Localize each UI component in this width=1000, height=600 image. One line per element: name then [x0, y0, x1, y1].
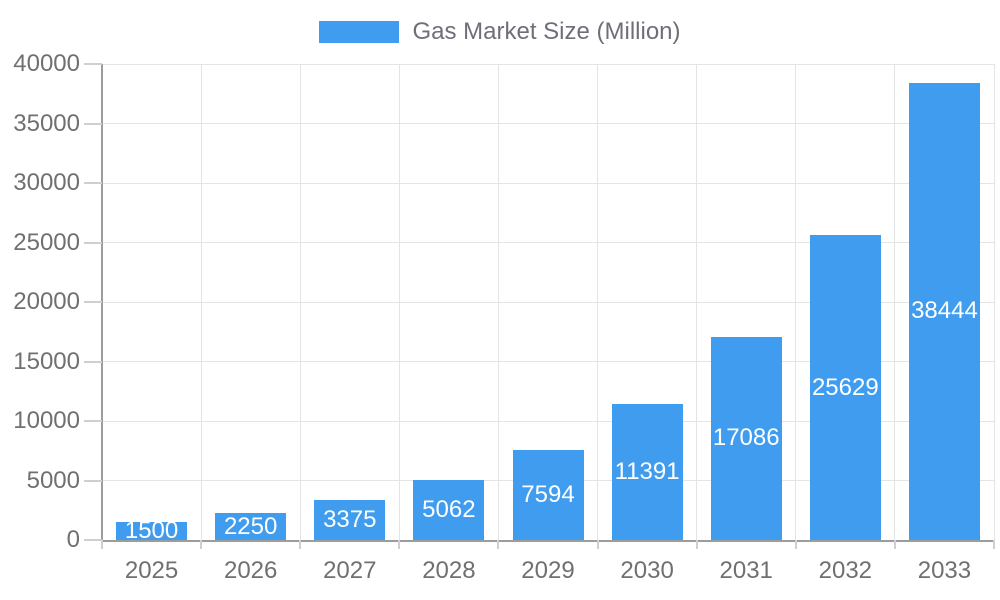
- y-axis-tick: [84, 63, 102, 65]
- x-axis-tick: [299, 540, 302, 549]
- x-gridline: [497, 64, 499, 540]
- x-axis-tick: [893, 540, 896, 549]
- bar-2025[interactable]: 1500: [116, 517, 188, 544]
- legend-marker: [319, 21, 400, 43]
- bar-2033[interactable]: 38444: [908, 82, 980, 540]
- x-axis-label: 2029: [521, 557, 575, 584]
- bar-2030[interactable]: 11391: [611, 404, 683, 540]
- y-axis-tick: [84, 479, 102, 482]
- x-axis-label: 2031: [719, 557, 773, 584]
- x-axis-tick: [398, 540, 401, 549]
- x-axis-tick: [993, 540, 995, 549]
- y-axis-label: 5000: [26, 466, 80, 494]
- x-gridline: [894, 64, 896, 540]
- y-axis-tick: [84, 360, 102, 363]
- y-axis-label: 40000: [13, 50, 80, 77]
- y-axis-tick: [84, 241, 102, 244]
- bar-value-label: 38444: [911, 297, 978, 325]
- x-gridline: [299, 64, 301, 540]
- bar-value-label: 17086: [712, 424, 780, 452]
- x-gridline: [200, 64, 202, 540]
- x-axis-label: 2032: [818, 557, 873, 584]
- bar-2029[interactable]: 7594: [512, 449, 584, 540]
- plot-area: 1500 2250 3375 5062 7594 11391 17086 25629 38444: [102, 63, 995, 544]
- y-gridline: [102, 182, 994, 184]
- y-gridline: [102, 63, 994, 65]
- y-axis-label: 20000: [13, 288, 80, 315]
- x-gridline: [398, 64, 400, 540]
- bar-value-label: 5062: [422, 495, 476, 523]
- bar-2026[interactable]: 2250: [215, 512, 287, 540]
- x-axis-line: [101, 540, 994, 542]
- x-gridline: [795, 64, 797, 540]
- legend-item[interactable]: Gas Market Size (Million): [0, 0, 1000, 64]
- bar-2027[interactable]: 3375: [314, 499, 386, 540]
- bar-value-label: 7594: [521, 480, 575, 508]
- x-axis-label: 2028: [422, 557, 476, 584]
- x-gridline: [696, 64, 698, 540]
- x-axis-tick: [596, 540, 599, 549]
- y-gridline: [102, 123, 994, 124]
- y-axis-label: 30000: [13, 169, 80, 196]
- y-axis-label: 15000: [13, 347, 80, 375]
- bar-value-label: 11391: [614, 458, 680, 486]
- y-gridline: [102, 361, 994, 362]
- y-axis-tick: [84, 182, 102, 184]
- y-axis-label: 35000: [13, 109, 80, 137]
- bar-value-label: 25629: [811, 373, 879, 401]
- x-axis-label: 2030: [620, 557, 674, 584]
- x-axis-tick: [695, 540, 698, 549]
- y-axis-tick: [84, 539, 102, 541]
- y-axis-label: 0: [66, 526, 80, 553]
- y-axis-tick: [84, 420, 102, 422]
- y-axis-label: 10000: [13, 407, 80, 434]
- y-axis-tick: [84, 122, 102, 125]
- y-axis-tick: [84, 301, 102, 303]
- bar-2032[interactable]: 25629: [809, 235, 881, 540]
- y-gridline: [102, 420, 994, 422]
- x-gridline: [993, 64, 995, 540]
- bar-2031[interactable]: 17086: [710, 336, 782, 540]
- x-axis-tick: [200, 540, 203, 549]
- x-gridline: [597, 64, 599, 540]
- x-axis-tick: [794, 540, 797, 549]
- x-axis-label: 2033: [917, 557, 972, 584]
- y-gridline: [102, 301, 994, 303]
- y-axis-label: 25000: [13, 228, 80, 256]
- bar-value-label: 3375: [323, 505, 377, 533]
- y-axis-line: [101, 64, 103, 540]
- x-axis-tick: [497, 540, 500, 549]
- y-gridline: [102, 242, 994, 243]
- x-axis-tick: [101, 540, 103, 549]
- bar-value-label: 1500: [124, 517, 179, 545]
- bar-2028[interactable]: 5062: [413, 479, 485, 540]
- x-axis-label: 2025: [124, 557, 179, 584]
- legend-label: Gas Market Size (Million): [412, 18, 681, 45]
- x-axis-label: 2026: [223, 557, 278, 584]
- bar-value-label: 2250: [223, 512, 278, 540]
- x-axis-label: 2027: [323, 557, 377, 584]
